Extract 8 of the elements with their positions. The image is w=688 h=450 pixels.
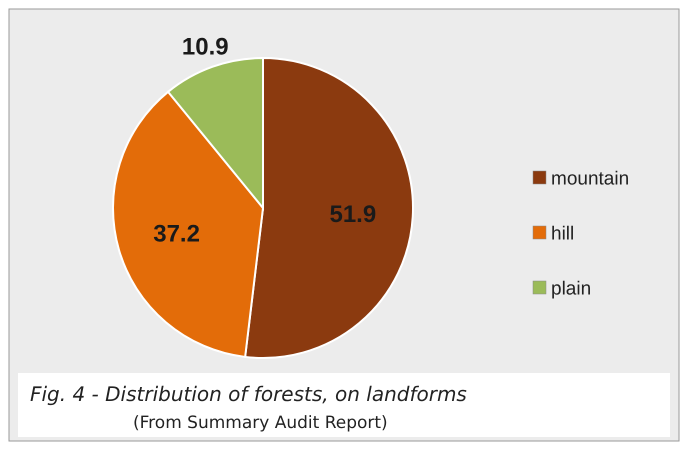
text: (From Summary Audit Report) (133, 413, 388, 433)
legend-label: hill (551, 224, 574, 245)
data-label: 37.2 (153, 220, 200, 248)
legend-label: mountain (551, 168, 630, 190)
data-label: 51.9 (329, 200, 376, 228)
legend-label: plain (551, 278, 592, 300)
caption: Fig. 4 - Distribution of forests, on landforms (30, 382, 467, 406)
data-label: 10.9 (182, 33, 229, 60)
